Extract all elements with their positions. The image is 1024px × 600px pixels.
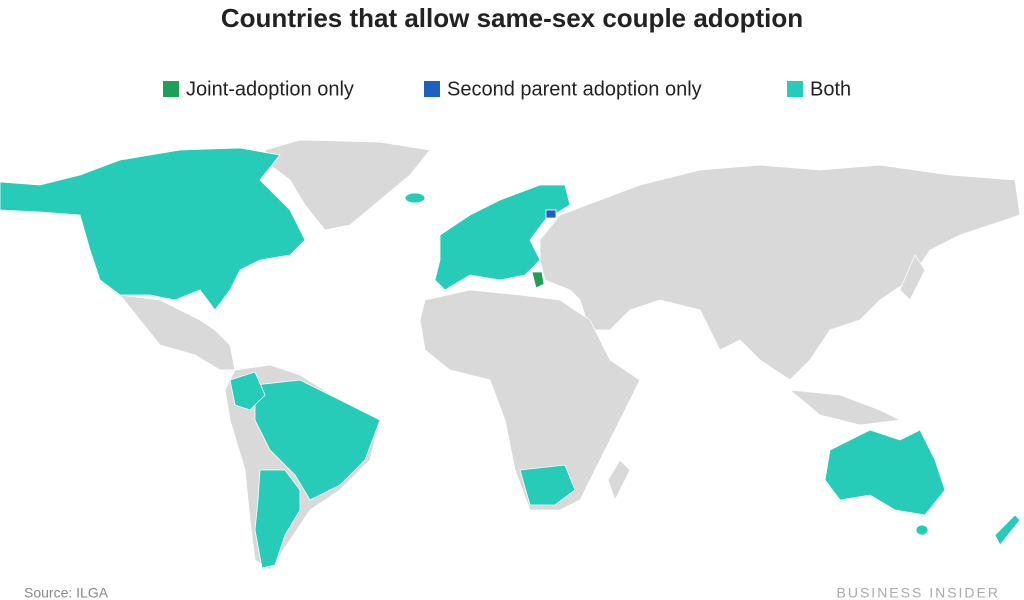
legend-swatch	[787, 81, 803, 97]
tasmania	[915, 524, 929, 536]
iceland	[404, 192, 426, 204]
greenland	[264, 139, 431, 231]
eurasia	[539, 164, 1021, 381]
legend-label: Both	[810, 78, 851, 100]
africa	[419, 289, 641, 511]
title: Countries that allow same-sex couple ado…	[221, 3, 803, 33]
greece	[531, 271, 545, 289]
western-europe	[434, 184, 571, 291]
australia	[824, 429, 946, 516]
north-america	[0, 147, 306, 311]
southeast-asia	[788, 389, 902, 426]
legend-swatch	[424, 81, 440, 97]
madagascar	[607, 459, 631, 502]
legend-label: Second parent adoption only	[447, 78, 702, 100]
south-africa	[519, 464, 576, 506]
new-zealand	[994, 514, 1021, 546]
japan	[899, 254, 926, 301]
colombia	[229, 371, 266, 411]
estonia	[545, 209, 557, 219]
brazil	[254, 379, 381, 501]
legend-swatch	[163, 81, 179, 97]
legend-label: Joint-adoption only	[186, 78, 354, 100]
legend: Joint-adoption only Second parent adoptio…	[163, 78, 851, 100]
brand: BUSINESS INSIDER	[837, 585, 1000, 600]
source: Source: ILGA	[24, 585, 109, 600]
map	[0, 139, 1021, 571]
argentina	[254, 469, 301, 569]
